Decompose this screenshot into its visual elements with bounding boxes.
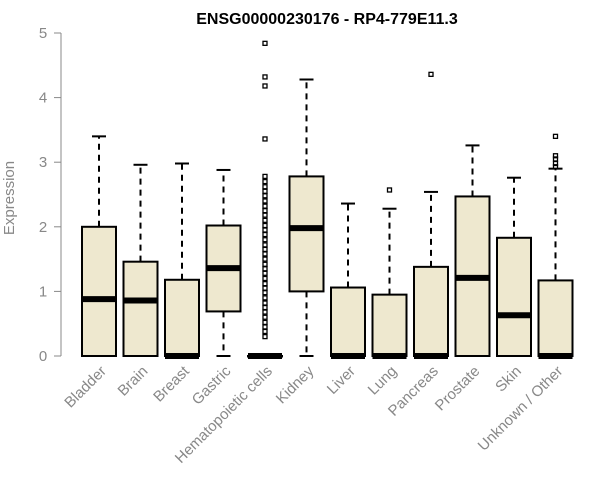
chart-title: ENSG00000230176 - RP4-779E11.3 <box>196 11 458 28</box>
outlier-point <box>262 266 268 272</box>
box-bladder <box>81 135 117 357</box>
outlier-point <box>262 231 268 238</box>
outlier-point <box>262 290 268 296</box>
outlier-point <box>428 71 434 77</box>
box-unknown-other <box>537 133 574 359</box>
outlier-point <box>386 187 393 193</box>
box-kidney <box>288 78 325 357</box>
outlier-point <box>262 173 268 180</box>
box-iqr <box>288 175 325 293</box>
box-breast <box>164 162 200 359</box>
x-tick-label: Liver <box>324 363 359 398</box>
outlier-point <box>262 275 268 282</box>
outlier-point <box>262 314 268 320</box>
box-liver <box>330 202 366 359</box>
outlier-point <box>262 222 268 229</box>
outlier-point <box>262 178 268 185</box>
box-iqr <box>164 278 200 357</box>
outlier-point <box>262 188 268 194</box>
outlier-point <box>262 251 268 257</box>
x-tick-label: Brain <box>115 363 152 400</box>
outlier-point <box>262 198 268 204</box>
y-axis-ticks: 0 1 2 3 4 5 <box>39 25 61 365</box>
outlier-point <box>262 184 268 190</box>
outlier-point <box>262 203 268 209</box>
x-tick-label: Bladder <box>61 363 110 412</box>
outlier-point <box>262 333 268 340</box>
y-tick-label: 0 <box>39 348 47 365</box>
outlier-point <box>552 153 559 159</box>
outlier-point <box>262 212 268 218</box>
outlier-point <box>552 164 559 170</box>
box-lung <box>371 187 408 359</box>
outlier-point <box>262 207 268 214</box>
outlier-point <box>262 242 268 248</box>
outlier-point <box>262 193 268 199</box>
outlier-point <box>262 261 268 267</box>
box-series <box>81 40 574 359</box>
box-iqr <box>413 265 449 357</box>
y-tick-label: 5 <box>39 25 47 42</box>
y-axis-label: Expression <box>1 161 18 235</box>
outlier-point <box>262 227 268 233</box>
x-tick-label: Skin <box>492 363 525 396</box>
outlier-point <box>262 237 268 243</box>
outlier-point <box>552 156 559 162</box>
outlier-point <box>262 136 268 142</box>
outlier-point <box>262 217 268 223</box>
box-iqr <box>122 260 159 357</box>
box-pancreas <box>413 71 449 359</box>
y-tick-label: 4 <box>39 90 47 107</box>
outlier-point <box>262 256 268 262</box>
box-iqr <box>330 286 366 357</box>
outlier-point <box>262 304 268 311</box>
outlier-point <box>262 74 268 80</box>
outlier-point <box>262 270 268 276</box>
box-gastric <box>205 168 242 357</box>
box-iqr <box>81 225 117 357</box>
box-iqr <box>371 293 408 358</box>
box-skin <box>496 176 532 357</box>
outlier-point <box>262 40 268 46</box>
outlier-point <box>262 280 268 287</box>
box-iqr <box>537 279 574 357</box>
outlier-point <box>262 324 268 330</box>
y-tick-label: 3 <box>39 154 47 171</box>
outlier-point <box>262 300 268 306</box>
x-tick-label: Prostate <box>432 363 484 415</box>
outlier-point <box>262 83 268 89</box>
x-tick-label: Lung <box>365 363 401 399</box>
box-hematopoietic-cells <box>247 40 283 359</box>
outlier-point <box>262 328 268 335</box>
y-tick-label: 2 <box>39 219 47 236</box>
outlier-point <box>552 160 559 167</box>
outlier-point <box>262 246 268 253</box>
outlier-point <box>262 285 268 291</box>
x-tick-label: Kidney <box>273 362 318 407</box>
outlier-point <box>262 319 268 326</box>
y-tick-label: 1 <box>39 283 47 300</box>
box-brain <box>122 163 159 357</box>
outlier-point <box>552 133 559 140</box>
box-prostate <box>454 144 491 357</box>
x-tick-label: Breast <box>150 362 193 405</box>
box-iqr <box>496 236 532 357</box>
outlier-point <box>262 295 268 301</box>
outlier-point <box>262 309 268 315</box>
